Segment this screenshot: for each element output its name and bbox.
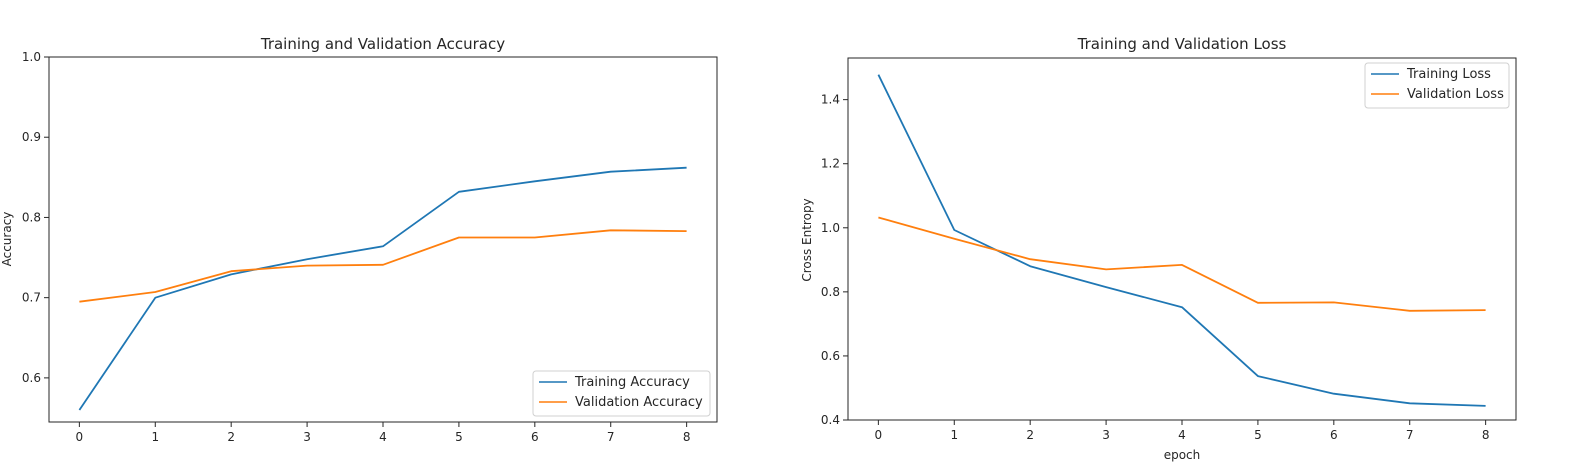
plot-area-frame [847, 57, 1517, 421]
x-axis-ticks: 0 1 2 3 4 5 6 7 8 [76, 422, 691, 444]
legend-label-training-loss: Training Loss [1406, 67, 1491, 82]
legend-label-validation-accuracy: Validation Accuracy [575, 395, 703, 410]
legend: Training Accuracy Validation Accuracy [532, 370, 711, 417]
plot-lines [78, 166, 687, 411]
x-tick-label: 5 [455, 430, 463, 444]
x-tick-label: 6 [531, 430, 539, 444]
y-tick-label: 0.7 [22, 291, 41, 305]
legend-box [1364, 62, 1510, 109]
y-axis-ticks: 0.6 0.7 0.8 0.9 1.0 [22, 50, 49, 385]
y-tick-label: 0.8 [821, 285, 840, 299]
legend-label-training-accuracy: Training Accuracy [574, 375, 690, 390]
accuracy-chart: Training and Validation Accuracy Accurac… [0, 35, 718, 444]
chart-title: Training and Validation Loss [1077, 35, 1287, 53]
x-tick-label: 0 [76, 430, 84, 444]
y-tick-label: 1.0 [22, 50, 41, 64]
x-tick-label: 2 [227, 430, 235, 444]
legend-label-validation-loss: Validation Loss [1407, 87, 1504, 102]
x-tick-label: 5 [1254, 428, 1262, 442]
x-tick-label: 4 [1178, 428, 1186, 442]
x-tick-label: 2 [1026, 428, 1034, 442]
plot-lines [877, 74, 1486, 407]
series-line-validation-accuracy [79, 229, 687, 303]
x-tick-label: 7 [607, 430, 615, 444]
y-tick-label: 1.4 [821, 93, 840, 107]
x-tick-label: 8 [683, 430, 691, 444]
plot-area-frame [48, 56, 718, 423]
y-tick-label: 0.4 [821, 413, 840, 427]
loss-chart: Training and Validation Loss epoch Cross… [800, 35, 1517, 462]
x-tick-label: 6 [1330, 428, 1338, 442]
y-tick-label: 0.6 [22, 371, 41, 385]
y-tick-label: 1.2 [821, 157, 840, 171]
y-tick-label: 0.9 [22, 130, 41, 144]
x-tick-label: 8 [1482, 428, 1490, 442]
y-tick-label: 0.6 [821, 349, 840, 363]
x-tick-label: 1 [151, 430, 159, 444]
x-tick-label: 4 [379, 430, 387, 444]
x-tick-label: 3 [1102, 428, 1110, 442]
x-tick-label: 0 [875, 428, 883, 442]
y-tick-label: 0.8 [22, 210, 41, 224]
y-axis-label: Accuracy [0, 212, 14, 267]
y-axis-ticks: 0.4 0.6 0.8 1.0 1.2 1.4 [821, 93, 848, 427]
y-tick-label: 1.0 [821, 221, 840, 235]
y-axis-label: Cross Entropy [800, 198, 814, 281]
legend-box [532, 370, 711, 417]
x-tick-label: 7 [1406, 428, 1414, 442]
legend: Training Loss Validation Loss [1364, 62, 1510, 109]
x-axis-ticks: 0 1 2 3 4 5 6 7 8 [875, 420, 1490, 442]
x-tick-label: 1 [950, 428, 958, 442]
chart-title: Training and Validation Accuracy [260, 35, 505, 53]
series-line-training-accuracy [78, 166, 687, 411]
x-tick-label: 3 [303, 430, 311, 444]
series-line-validation-loss [878, 216, 1486, 312]
series-line-training-loss [877, 74, 1486, 407]
x-axis-label: epoch [1164, 448, 1201, 462]
